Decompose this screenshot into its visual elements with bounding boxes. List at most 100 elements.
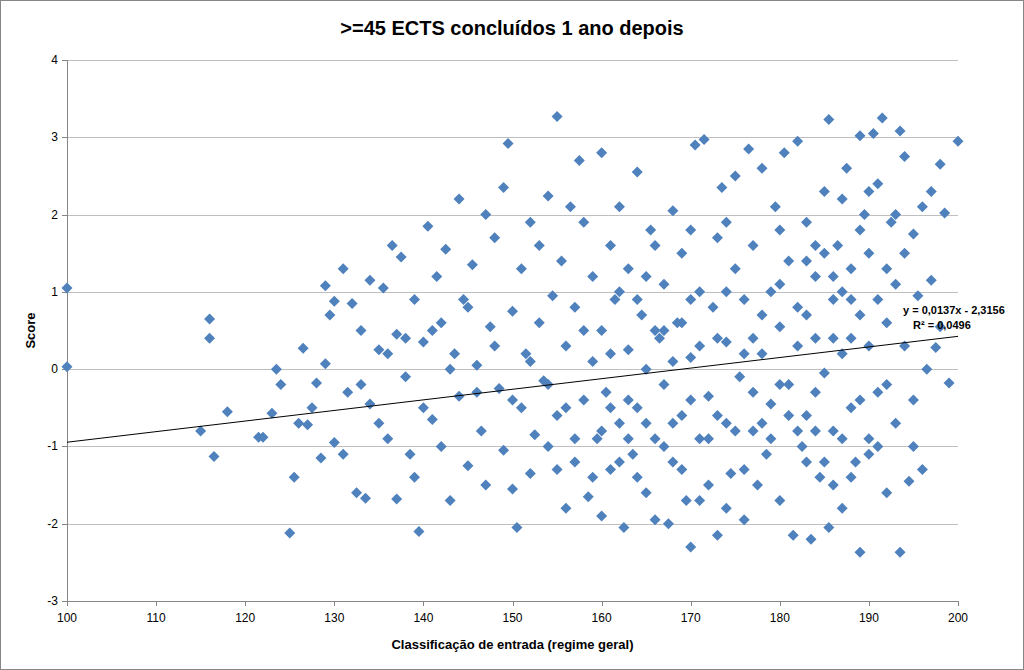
data-point [315,453,326,464]
data-point [565,201,576,212]
data-point [765,433,776,444]
data-point [837,194,848,205]
data-point [917,201,928,212]
data-point [480,209,491,220]
data-point [935,159,946,170]
data-point [543,191,554,202]
data-point [841,163,852,174]
data-point [204,333,215,344]
data-point [494,383,505,394]
data-point [895,547,906,558]
plot-area [62,111,964,558]
y-tick-label: 4 [51,53,58,67]
data-point [863,433,874,444]
data-point [921,364,932,375]
data-point [850,456,861,467]
x-tick-label: 170 [681,611,701,625]
data-point [926,186,937,197]
data-point [560,402,571,413]
data-point [828,271,839,282]
data-point [899,248,910,259]
x-tick [156,601,157,606]
data-point [819,248,830,259]
data-point [774,279,785,290]
data-point [498,445,509,456]
data-point [293,418,304,429]
data-point [569,302,580,313]
data-point [356,325,367,336]
data-point [587,356,598,367]
x-tick-label: 110 [147,611,166,625]
data-point [819,368,830,379]
data-point [391,493,402,504]
data-point [534,240,545,251]
data-point [569,433,580,444]
data-point [480,480,491,491]
data-point [418,402,429,413]
data-point [908,228,919,239]
data-point [471,387,482,398]
data-point [828,333,839,344]
y-tick-label: 0 [51,362,58,376]
data-point [739,348,750,359]
data-point [507,306,518,317]
data-point [596,425,607,436]
data-point [596,147,607,158]
data-point [805,534,816,545]
data-point [810,333,821,344]
data-point [752,480,763,491]
data-point [748,333,759,344]
x-tick-label: 160 [592,611,612,625]
data-point [716,182,727,193]
data-point [810,240,821,251]
data-point [320,280,331,291]
data-point [774,379,785,390]
data-point [445,364,456,375]
data-point [284,527,295,538]
data-point [917,464,928,475]
x-tick-label: 130 [324,611,344,625]
data-point [663,518,674,529]
data-point [641,487,652,498]
data-point [859,209,870,220]
data-point [667,205,678,216]
data-point [471,360,482,371]
data-point [890,209,901,220]
data-point [596,510,607,521]
data-point [449,348,460,359]
data-point [364,398,375,409]
data-point [814,472,825,483]
data-point [431,271,442,282]
data-point [707,302,718,313]
data-point [516,263,527,274]
x-tick [67,601,68,606]
data-point [489,340,500,351]
x-tick [869,601,870,606]
data-point [739,464,750,475]
data-point [641,271,652,282]
data-point [436,317,447,328]
data-point [623,433,634,444]
data-point [578,217,589,228]
y-tick [62,601,67,602]
data-point [507,483,518,494]
data-point [761,449,772,460]
data-point [779,147,790,158]
grid-line [67,446,958,447]
data-point [730,425,741,436]
data-point [373,418,384,429]
data-point [801,217,812,228]
data-point [899,151,910,162]
data-point [529,429,540,440]
data-point [605,348,616,359]
data-point [846,294,857,305]
data-point [846,472,857,483]
data-point [427,414,438,425]
x-tick-label: 150 [502,611,522,625]
data-point [872,387,883,398]
data-point [721,418,732,429]
data-point [828,480,839,491]
data-point [258,432,269,443]
data-point [774,225,785,236]
data-point [685,294,696,305]
